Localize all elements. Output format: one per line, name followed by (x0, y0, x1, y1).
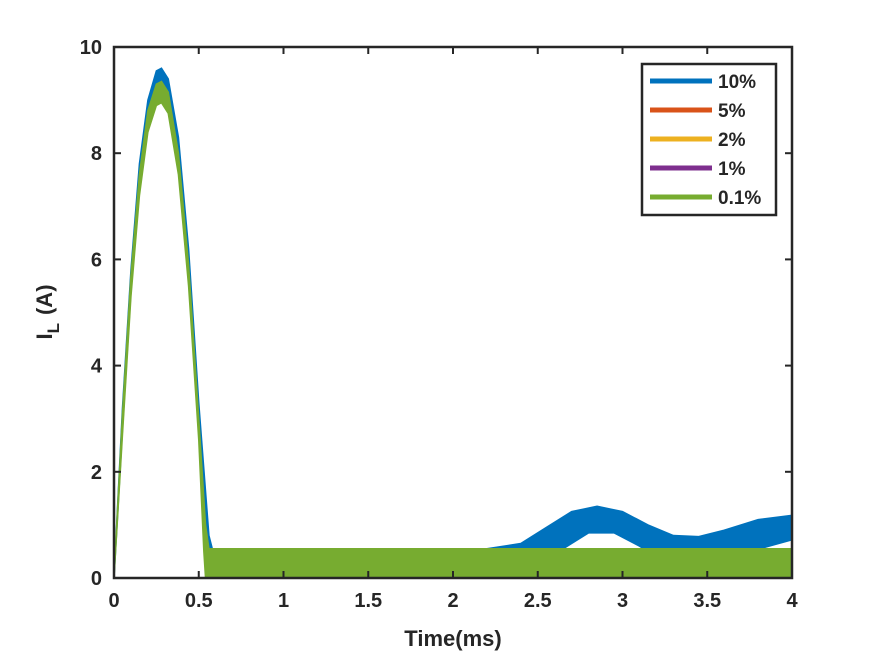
legend-label-3: 1% (718, 159, 746, 180)
y-axis-label: IL (A) (32, 284, 63, 339)
y-axis-label-subscript: L (44, 323, 63, 333)
legend-items: 10% 5% 2% 1% 0.1% (650, 72, 761, 209)
legend-label-2: 2% (718, 130, 746, 151)
x-tick-label: 1.5 (354, 590, 382, 612)
legend-label-1: 5% (718, 101, 746, 122)
legend-label-4: 0.1% (718, 188, 761, 209)
x-tick-label: 4 (786, 590, 798, 612)
y-ticks: 0 2 4 6 8 10 (80, 37, 792, 590)
x-tick-label: 1 (278, 590, 289, 612)
y-tick-label: 6 (91, 249, 102, 271)
legend: 10% 5% 2% 1% 0.1% (640, 62, 778, 217)
legend-label-0: 10% (718, 72, 756, 93)
x-ticks: 0 0.5 1 1.5 2 2.5 3 3.5 4 (108, 47, 798, 612)
x-tick-label: 2 (447, 590, 458, 612)
x-tick-label: 0 (108, 590, 119, 612)
x-tick-label: 3 (617, 590, 628, 612)
x-tick-label: 3.5 (693, 590, 721, 612)
y-axis-label-main: I (32, 333, 57, 339)
y-tick-label: 4 (91, 356, 103, 378)
y-tick-label: 2 (91, 462, 102, 484)
x-tick-label: 0.5 (185, 590, 213, 612)
x-tick-label: 2.5 (524, 590, 552, 612)
y-tick-label: 10 (80, 37, 102, 59)
y-axis-label-unit: (A) (32, 284, 57, 315)
y-tick-label: 0 (91, 568, 102, 590)
x-axis-label: Time(ms) (404, 626, 501, 651)
y-tick-label: 8 (91, 143, 102, 165)
